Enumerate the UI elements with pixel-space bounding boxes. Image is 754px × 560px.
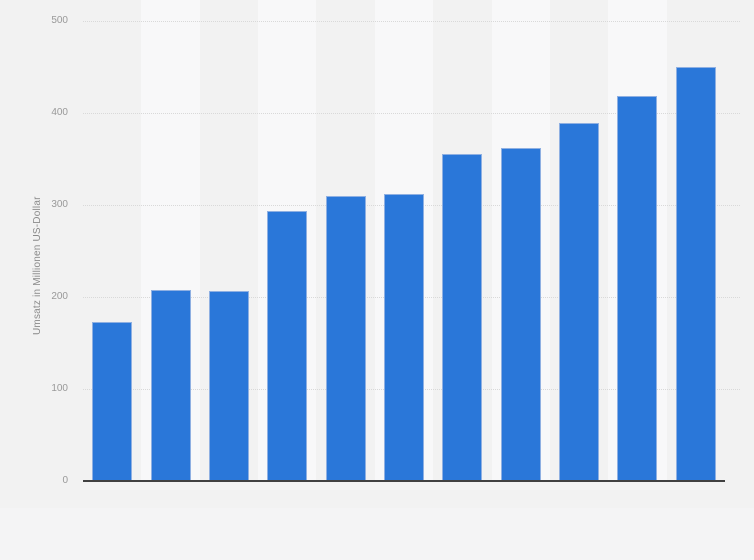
gridline	[83, 21, 740, 22]
footer-band	[0, 508, 754, 560]
bar[interactable]	[208, 291, 249, 481]
bar[interactable]	[500, 147, 541, 481]
bar[interactable]	[617, 96, 658, 481]
x-axis-line	[83, 480, 725, 482]
bar[interactable]	[150, 289, 191, 481]
bar[interactable]	[675, 67, 716, 481]
y-tick-label: 0	[62, 475, 68, 486]
y-tick-label: 400	[51, 107, 68, 118]
bar[interactable]	[325, 195, 366, 481]
y-tick-label: 300	[51, 199, 68, 210]
bar[interactable]	[92, 321, 133, 481]
y-axis-title: Umsatz in Millionen US-Dollar	[32, 196, 43, 335]
gridline	[83, 113, 740, 114]
bar[interactable]	[267, 210, 308, 481]
y-tick-label: 100	[51, 383, 68, 394]
bar[interactable]	[559, 123, 600, 481]
y-tick-label: 500	[51, 15, 68, 26]
bar[interactable]	[384, 193, 424, 481]
bar[interactable]	[442, 154, 483, 481]
y-tick-label: 200	[51, 291, 68, 302]
